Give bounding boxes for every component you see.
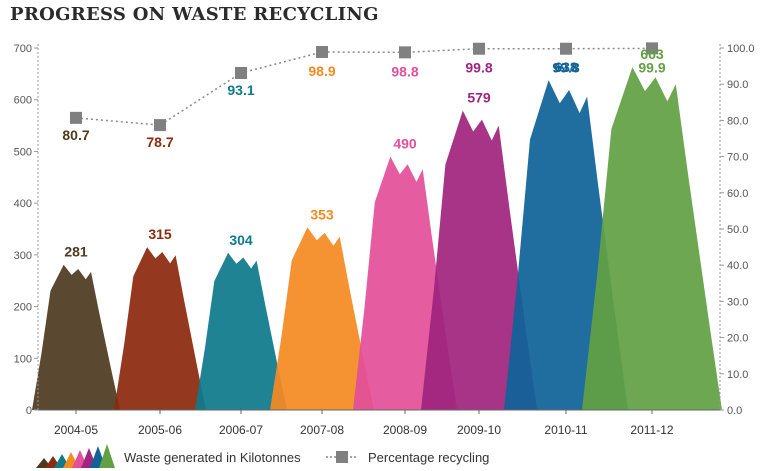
right-tick-label: 40.0 <box>727 260 748 272</box>
waste-area-2007-08 <box>270 227 374 410</box>
legend-percentage-marker <box>336 451 348 463</box>
percentage-value-label-2008-09: 98.8 <box>391 63 418 79</box>
legend-waste-swatch <box>36 444 115 468</box>
left-tick-label: 700 <box>14 43 32 55</box>
percentage-marker-2009-10 <box>473 42 485 55</box>
left-tick-label: 200 <box>14 302 32 314</box>
waste-value-label-2009-10: 579 <box>467 90 491 106</box>
percentage-marker-2006-07 <box>235 66 247 79</box>
x-tick-label-2009-10: 2009-10 <box>457 423 501 437</box>
right-tick-label: 80.0 <box>727 115 748 127</box>
x-tick-label-2010-11: 2010-11 <box>544 423 587 437</box>
percentage-marker-2008-09 <box>399 46 411 59</box>
x-tick-label-2011-12: 2011-12 <box>630 423 673 437</box>
right-tick-label: 50.0 <box>727 224 748 236</box>
left-tick-label: 400 <box>14 198 32 210</box>
percentage-marker-2007-08 <box>316 45 328 58</box>
left-tick-label: 500 <box>14 146 32 158</box>
percentage-value-label-2009-10: 99.8 <box>465 60 492 76</box>
percentage-marker-2010-11 <box>560 42 572 55</box>
right-tick-label: 100.0 <box>727 43 755 55</box>
percentage-value-label-2011-12: 99.9 <box>638 59 665 75</box>
waste-value-label-2011-12: 663 <box>640 46 664 62</box>
waste-value-label-2005-06: 315 <box>148 226 172 242</box>
percentage-value-label-2004-05: 80.7 <box>62 127 89 143</box>
x-tick-label-2007-08: 2007-08 <box>300 423 344 437</box>
waste-value-label-2008-09: 490 <box>393 136 417 152</box>
right-tick-label: 60.0 <box>727 188 748 200</box>
waste-area-2011-12 <box>582 67 722 410</box>
percentage-value-label-2006-07: 93.1 <box>227 82 254 98</box>
percentage-marker-2005-06 <box>154 119 166 132</box>
waste-area-2006-07 <box>195 252 287 410</box>
waste-value-label-2006-07: 304 <box>229 232 253 248</box>
left-tick-label: 600 <box>14 95 32 107</box>
right-tick-label: 90.0 <box>727 79 748 91</box>
right-tick-label: 70.0 <box>727 152 748 164</box>
x-tick-label-2004-05: 2004-05 <box>54 423 98 437</box>
x-tick-label-2008-09: 2008-09 <box>383 423 427 437</box>
legend-percentage-label: Percentage recycling <box>368 450 489 465</box>
right-tick-label: 10.0 <box>727 369 748 381</box>
waste-value-label-2004-05: 281 <box>64 244 88 260</box>
legend-swatch-peak <box>99 444 115 468</box>
x-tick-label-2005-06: 2005-06 <box>138 423 182 437</box>
left-tick-label: 300 <box>14 250 32 262</box>
percentage-value-label-2007-08: 98.9 <box>308 63 335 79</box>
left-tick-label: 0 <box>26 405 32 417</box>
waste-area-2004-05 <box>32 264 120 410</box>
percentage-marker-2004-05 <box>70 111 82 124</box>
legend-waste-label: Waste generated in Kilotonnes <box>124 450 301 465</box>
waste-areas <box>32 67 722 410</box>
chart-axes: 0 100 200 300 400 500 600 700 0.0 10.0 20.0 30.0 40.… <box>14 43 755 437</box>
waste-value-label-2010-11: 638 <box>554 59 578 75</box>
waste-area-2009-10 <box>421 110 537 410</box>
waste-value-label-2007-08: 353 <box>310 206 334 222</box>
chart-legend: Waste generated in Kilotonnes Percentage… <box>36 444 489 468</box>
percentage-marker-2011-12 <box>646 42 658 55</box>
right-tick-label: 30.0 <box>727 296 748 308</box>
x-tick-label-2006-07: 2006-07 <box>219 423 263 437</box>
percentage-value-label-2005-06: 78.7 <box>146 134 173 150</box>
percentage-value-label-2010-11: 99.8 <box>552 60 579 76</box>
waste-area-2005-06 <box>114 247 206 410</box>
right-tick-label: 20.0 <box>727 333 748 345</box>
data-labels: 281 315 304 353 490 579 638 663 80.7 78.7 93.1 98.9… <box>62 46 665 260</box>
right-tick-label: 0.0 <box>727 405 742 417</box>
percentage-line <box>70 42 658 132</box>
chart-title: PROGRESS ON WASTE RECYCLING <box>10 4 379 25</box>
left-tick-label: 100 <box>14 353 32 365</box>
percentage-polyline <box>75 47 653 126</box>
